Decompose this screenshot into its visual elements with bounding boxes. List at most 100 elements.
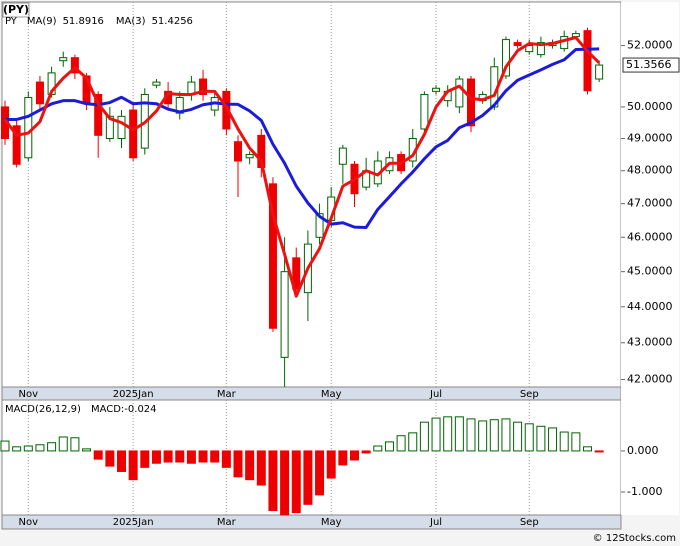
candle-body [94, 93, 103, 136]
candle-body [513, 42, 522, 47]
histogram-bar [419, 421, 429, 452]
histogram-bar [571, 432, 581, 452]
x-tick-label: Jul [429, 389, 442, 400]
histogram-bar [58, 436, 68, 452]
x-tick-label: Nov [19, 389, 39, 400]
x-tick-label: Mar [217, 517, 237, 528]
x-tick-label: Sep [520, 389, 539, 400]
histogram-bar [524, 423, 534, 452]
legend-label: MA(3) [116, 16, 146, 27]
candle-body [12, 125, 21, 165]
histogram-bar [536, 425, 546, 452]
candle-body [315, 213, 324, 238]
x-tick-label: May [321, 517, 342, 528]
candle-body [234, 141, 242, 162]
x-tick-label: 2025Jan [113, 389, 154, 400]
legend-value: 51.4256 [152, 16, 193, 27]
candle-body [280, 271, 289, 358]
candle-body [129, 109, 138, 159]
y-tick-label: 47.0000 [627, 197, 673, 210]
histogram-bar [513, 421, 523, 452]
x-tick-label: 2025Jan [113, 517, 154, 528]
histogram-bar [315, 450, 325, 496]
histogram-bar [186, 450, 196, 464]
y-tick-label: 42.0000 [627, 373, 673, 386]
histogram-bar [70, 437, 80, 452]
candle-body [199, 78, 208, 95]
title-box [2, 2, 30, 18]
x-axis-strip [1, 514, 622, 530]
y-tick-label: 50.0000 [627, 100, 673, 113]
histogram-bar [47, 442, 57, 452]
y-tick-label: 48.0000 [627, 164, 673, 177]
histogram-bar [291, 450, 301, 514]
histogram-bar [361, 450, 371, 454]
candle-body [152, 81, 161, 86]
y-tick-label: 46.0000 [627, 230, 673, 243]
x-tick-label: May [321, 389, 342, 400]
candle-body [24, 97, 33, 159]
histogram-bar [559, 431, 569, 452]
y-tick-label: 49.0000 [627, 132, 673, 145]
candle-body [420, 93, 429, 130]
histogram-bar [151, 450, 161, 464]
histogram-bar [210, 450, 220, 463]
candle-body [583, 30, 592, 92]
legend-ticker: PY [5, 16, 18, 27]
histogram-bar [0, 440, 10, 452]
histogram-bar [105, 450, 115, 467]
histogram-bar [478, 420, 488, 452]
last-price-box [622, 57, 680, 73]
candle-body [467, 78, 475, 127]
histogram-bar [163, 450, 173, 463]
histogram-bar [326, 450, 336, 479]
histogram-bar [338, 450, 348, 466]
histogram-bar [221, 450, 231, 468]
candle-body [35, 81, 44, 105]
histogram-bar [93, 450, 103, 460]
histogram-bar [501, 418, 511, 452]
histogram-bar [12, 446, 22, 452]
histogram-bar [268, 450, 278, 511]
candle-body [117, 115, 126, 140]
y-tick-label: 0.000 [627, 444, 659, 457]
histogram-bar [489, 419, 499, 452]
histogram-bar [454, 416, 464, 452]
histogram-bar [280, 450, 290, 516]
histogram-bar [82, 448, 92, 452]
candle-body [245, 154, 254, 159]
histogram-bar [443, 416, 453, 452]
chart-title: (PY) [3, 3, 29, 16]
histogram-bar [140, 450, 150, 468]
candle-body [268, 183, 277, 329]
x-tick-label: Nov [19, 517, 39, 528]
candle-body [595, 64, 604, 80]
footer: © 12Stocks.com [593, 533, 676, 544]
moving-average-line [3, 35, 601, 298]
histogram-bar [117, 450, 126, 472]
y-tick-label: 52.0000 [627, 39, 673, 52]
candle-body [222, 90, 231, 130]
histogram-bar [35, 444, 45, 452]
panel-annotation: MACD:-0.024 [91, 404, 157, 415]
candle-body [525, 45, 534, 53]
histogram-bar [23, 445, 33, 452]
legend-value: 51.8916 [63, 16, 104, 27]
candle-body [501, 39, 510, 77]
right-axis [621, 2, 679, 515]
histogram-bar [373, 445, 383, 452]
histogram-bar [256, 450, 266, 486]
moving-average-line [5, 47, 600, 229]
candle-body [536, 42, 545, 56]
histogram-bar [175, 450, 185, 463]
histogram-bar [245, 450, 255, 481]
x-tick-label: Jul [429, 517, 442, 528]
y-tick-label: 43.0000 [627, 336, 673, 349]
histogram-bar [350, 450, 359, 461]
candle-body [432, 87, 441, 92]
x-tick-label: Mar [217, 389, 237, 400]
last-price-label: 51.3566 [626, 58, 672, 71]
histogram-bar [384, 441, 394, 452]
panel-title: MACD(26,12,9) [5, 404, 81, 415]
